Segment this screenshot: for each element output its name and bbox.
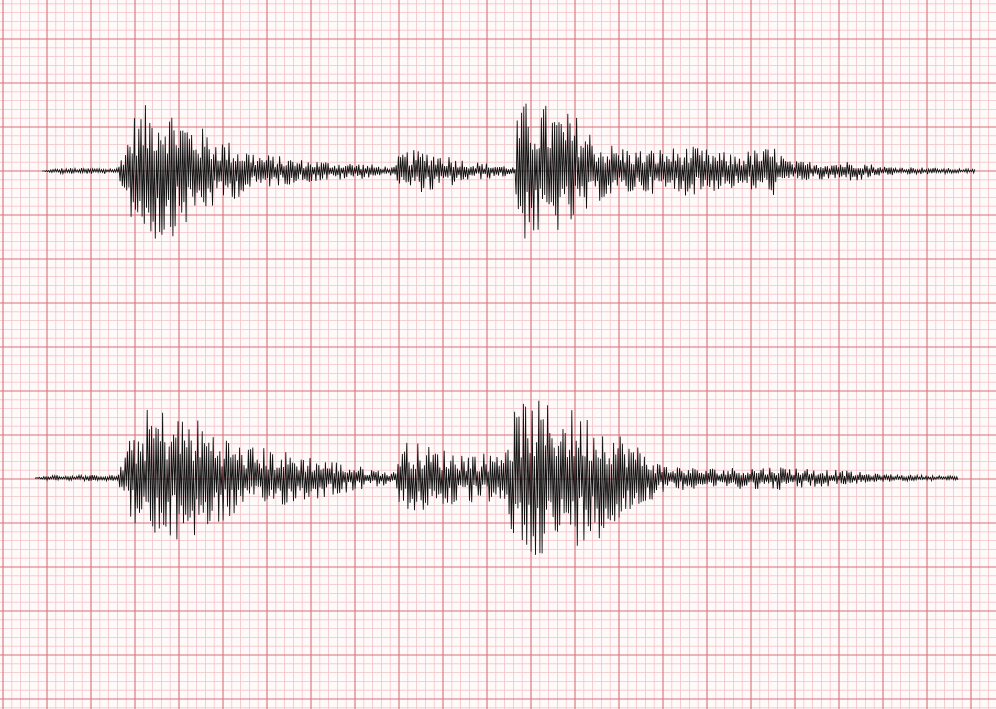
trace-1 <box>41 103 976 239</box>
trace-2 <box>34 400 959 555</box>
